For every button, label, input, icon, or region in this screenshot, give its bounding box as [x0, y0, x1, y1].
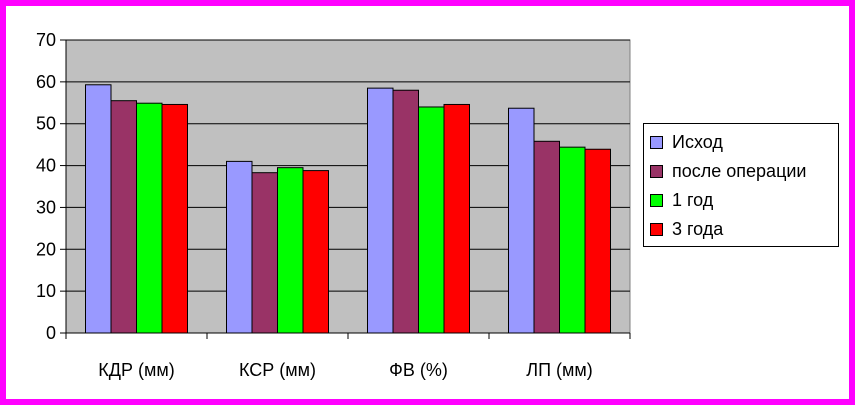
- x-category-label: КДР (мм): [98, 360, 174, 380]
- y-tick-label: 40: [36, 156, 56, 176]
- legend-item: Исход: [650, 128, 838, 157]
- y-tick-label: 10: [36, 281, 56, 301]
- x-axis-labels: КДР (мм) КСР (мм) ФВ (%) ЛП (мм): [98, 360, 592, 380]
- y-axis-ticks: 0 10 20 30 40 50 60 70: [36, 30, 56, 343]
- bar: [367, 87, 394, 334]
- y-tick-label: 50: [36, 114, 56, 134]
- x-category-label: КСР (мм): [239, 360, 316, 380]
- y-tick-label: 0: [46, 323, 56, 343]
- bar: [533, 140, 560, 334]
- legend-item: после операции: [650, 157, 838, 186]
- bars: [85, 84, 611, 334]
- bar: [302, 170, 329, 334]
- legend-swatch: [650, 194, 663, 207]
- bar: [443, 103, 470, 334]
- legend-swatch: [650, 165, 663, 178]
- y-tick-label: 30: [36, 197, 56, 217]
- legend-swatch: [650, 136, 663, 149]
- bar: [110, 100, 137, 334]
- x-category-label: ФВ (%): [389, 360, 448, 380]
- legend-label: 3 года: [672, 219, 724, 239]
- bar: [392, 89, 419, 334]
- legend-item: 3 года: [650, 215, 838, 244]
- y-tick-label: 20: [36, 239, 56, 259]
- bar: [277, 167, 304, 334]
- legend-label: 1 год: [672, 190, 714, 210]
- bar: [85, 84, 112, 334]
- x-category-label: ЛП (мм): [526, 360, 593, 380]
- bar: [226, 160, 253, 334]
- bar: [161, 103, 188, 334]
- legend-label: Исход: [672, 132, 723, 152]
- legend-label: после операции: [672, 161, 807, 181]
- legend: Исход после операции 1 год 3 года: [643, 123, 839, 247]
- bar: [251, 172, 278, 334]
- y-tick-label: 60: [36, 72, 56, 92]
- axes: [60, 39, 631, 339]
- legend-item: 1 год: [650, 186, 838, 215]
- bar: [508, 107, 535, 334]
- bar: [559, 146, 586, 334]
- legend-swatch: [650, 223, 663, 236]
- y-tick-label: 70: [36, 30, 56, 50]
- bar: [418, 106, 445, 334]
- bar: [136, 102, 163, 334]
- bar: [584, 148, 611, 334]
